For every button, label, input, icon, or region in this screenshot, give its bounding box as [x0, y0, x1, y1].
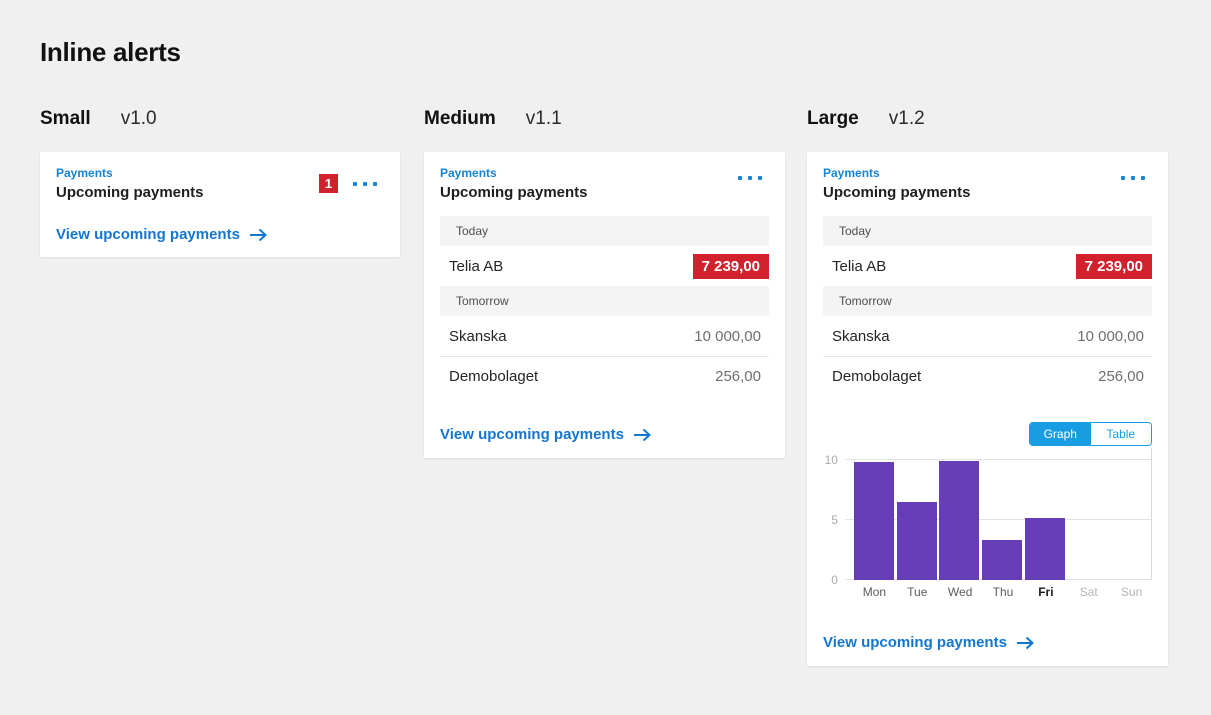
size-label: Large — [807, 108, 859, 129]
bar-wed — [939, 461, 980, 580]
chart-plot — [844, 448, 1152, 580]
bar-row — [853, 448, 1151, 580]
y-tick-label-0: 0 — [831, 573, 838, 587]
bar-slot-thu — [981, 448, 1024, 580]
payment-amount: 10 000,00 — [694, 327, 761, 345]
payment-amount-alert: 7 239,00 — [692, 253, 769, 279]
bar-slot-tue — [896, 448, 939, 580]
section-header-tomorrow: Tomorrow — [823, 286, 1152, 316]
x-tick-label-thu: Thu — [992, 585, 1014, 599]
x-tick-label-fri: Fri — [1038, 585, 1054, 599]
gridline-10 — [844, 459, 1151, 460]
payments-card-small: Payments Upcoming payments 1 View upcomi… — [40, 152, 400, 257]
card-title: Upcoming payments — [56, 184, 204, 201]
size-label: Small — [40, 108, 91, 129]
alert-count-badge: 1 — [319, 174, 338, 193]
payment-amount-alert: 7 239,00 — [1075, 253, 1152, 279]
y-tick-label-10: 10 — [824, 453, 838, 467]
payments-card-large: Payments Upcoming payments Today Telia A… — [807, 152, 1168, 666]
link-label: View upcoming payments — [440, 426, 624, 443]
bar-slot-sat — [1066, 448, 1109, 580]
gridline-5 — [844, 519, 1151, 520]
graph-table-toggle: Graph Table — [1029, 422, 1152, 446]
version-label: v1.2 — [888, 108, 925, 129]
payment-row: Skanska 10 000,00 — [823, 316, 1152, 356]
size-label: Medium — [424, 108, 496, 129]
arrow-right-icon — [1016, 636, 1035, 650]
y-axis-labels: 0 5 10 — [823, 448, 845, 587]
x-tick-label-sun: Sun — [1120, 585, 1143, 599]
payment-row: Telia AB 7 239,00 — [440, 246, 769, 286]
card-header: Payments Upcoming payments — [823, 166, 1152, 202]
card-eyebrow: Payments — [440, 166, 497, 180]
section-header-today: Today — [440, 216, 769, 246]
payee-name: Skanska — [449, 327, 507, 345]
section-heading-small: Small v1.0 — [40, 108, 157, 130]
view-upcoming-payments-link[interactable]: View upcoming payments — [440, 426, 652, 443]
payee-name: Telia AB — [449, 257, 504, 275]
arrow-right-icon — [633, 428, 652, 442]
bar-thu — [981, 540, 1022, 580]
payment-row: Demobolaget 256,00 — [440, 356, 769, 396]
header-controls — [738, 174, 762, 182]
card-title: Upcoming payments — [440, 184, 588, 201]
payments-list: Today Telia AB 7 239,00 Tomorrow Skanska… — [823, 216, 1152, 396]
bar-mon — [854, 462, 895, 580]
payment-row: Skanska 10 000,00 — [440, 316, 769, 356]
section-heading-large: Large v1.2 — [807, 108, 925, 130]
payee-name: Telia AB — [832, 257, 887, 275]
version-label: v1.1 — [525, 108, 562, 129]
payee-name: Demobolaget — [449, 368, 539, 385]
payment-row: Telia AB 7 239,00 — [823, 246, 1152, 286]
card-title: Upcoming payments — [823, 184, 971, 201]
bar-tue — [896, 502, 937, 580]
card-eyebrow: Payments — [823, 166, 880, 180]
header-controls — [1121, 174, 1145, 182]
payments-bar-chart: 0 5 10 — [823, 448, 1152, 587]
page-title: Inline alerts — [40, 37, 181, 67]
payment-amount: 10 000,00 — [1077, 327, 1144, 345]
card-header: Payments Upcoming payments — [440, 166, 769, 202]
payment-row: Demobolaget 256,00 — [823, 356, 1152, 396]
toggle-graph-button[interactable]: Graph — [1030, 423, 1091, 445]
payee-name: Skanska — [832, 327, 890, 345]
chart-view-toggle-row: Graph Table — [823, 422, 1152, 446]
link-label: View upcoming payments — [823, 634, 1007, 651]
ellipsis-menu-icon[interactable] — [353, 180, 377, 188]
arrow-right-icon — [249, 228, 268, 242]
section-header-today: Today — [823, 216, 1152, 246]
x-tick-label-wed: Wed — [947, 585, 973, 599]
bar-slot-fri — [1023, 448, 1066, 580]
x-tick-label-sat: Sat — [1079, 585, 1098, 599]
bar-slot-mon — [853, 448, 896, 580]
version-label: v1.0 — [120, 108, 157, 129]
payments-list: Today Telia AB 7 239,00 Tomorrow Skanska… — [440, 216, 769, 396]
view-upcoming-payments-link[interactable]: View upcoming payments — [823, 634, 1035, 651]
x-tick-label-mon: Mon — [862, 585, 887, 599]
view-upcoming-payments-link[interactable]: View upcoming payments — [56, 226, 268, 243]
x-axis-labels: Mon Tue Wed Thu Fri Sat Sun — [853, 585, 1153, 600]
section-header-tomorrow: Tomorrow — [440, 286, 769, 316]
y-tick-label-5: 5 — [831, 513, 838, 527]
card-header: Payments Upcoming payments 1 — [56, 166, 384, 202]
header-controls: 1 — [319, 174, 377, 193]
payments-card-medium: Payments Upcoming payments Today Telia A… — [424, 152, 785, 458]
ellipsis-menu-icon[interactable] — [738, 174, 762, 182]
payment-amount: 256,00 — [715, 368, 761, 385]
x-tick-label-tue: Tue — [907, 585, 928, 599]
toggle-table-button[interactable]: Table — [1090, 423, 1151, 445]
payment-amount: 256,00 — [1098, 368, 1144, 385]
bar-fri — [1024, 517, 1065, 580]
bar-slot-wed — [938, 448, 981, 580]
bar-slot-sun — [1108, 448, 1151, 580]
payee-name: Demobolaget — [832, 368, 922, 385]
section-heading-medium: Medium v1.1 — [424, 108, 562, 130]
link-label: View upcoming payments — [56, 226, 240, 243]
ellipsis-menu-icon[interactable] — [1121, 174, 1145, 182]
card-eyebrow: Payments — [56, 166, 113, 180]
